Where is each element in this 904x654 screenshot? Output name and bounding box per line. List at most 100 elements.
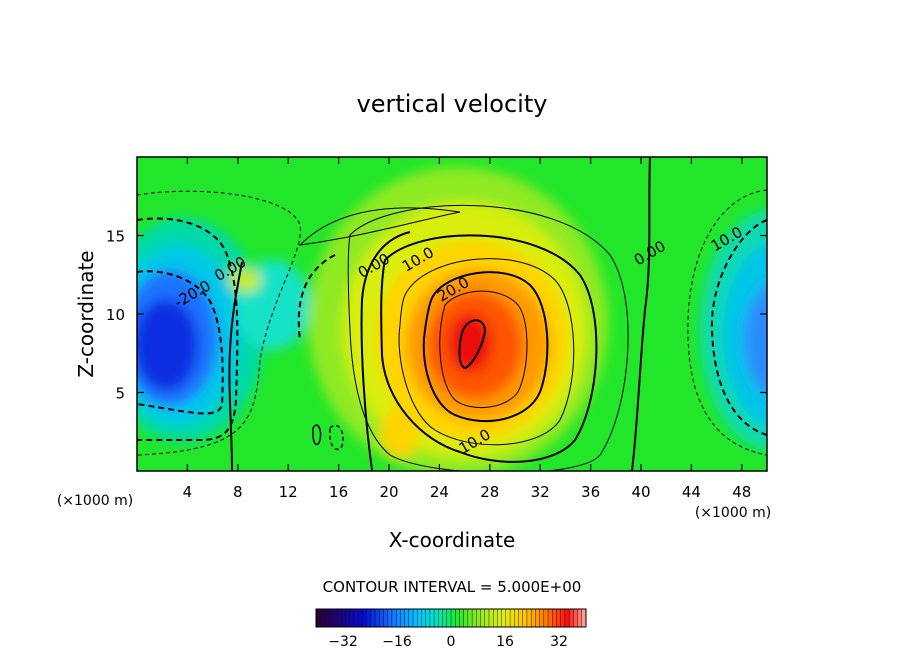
- x-tick-label: 20: [379, 483, 398, 501]
- x-tick-label: 16: [329, 483, 348, 501]
- colorbar-cell: [543, 608, 549, 628]
- contour-20: [422, 271, 549, 422]
- contour-25: [439, 290, 528, 409]
- colorbar-cell: [336, 608, 342, 628]
- colorbar-tick-label: 16: [496, 634, 514, 650]
- colorbar-cell: [438, 608, 444, 628]
- x-tick-label: 40: [631, 483, 650, 501]
- colorbar-cell: [446, 608, 452, 628]
- heatmap-area: [137, 157, 767, 471]
- colorbar-cell: [471, 608, 477, 628]
- colorbar-cell: [573, 608, 579, 628]
- contour-interval-text: CONTOUR INTERVAL = 5.000E+00: [323, 578, 582, 596]
- colorbar-cell: [450, 608, 456, 628]
- colorbar-cell: [526, 608, 532, 628]
- contour-15: [398, 258, 575, 446]
- negative-region-right-inner: [744, 285, 767, 395]
- colorbar-tick-label: 0: [447, 634, 456, 650]
- contour-neg10-left: [137, 217, 239, 441]
- colorbar-cell: [395, 608, 401, 628]
- colorbar-cell: [374, 608, 380, 628]
- colorbar-cell: [497, 608, 503, 628]
- colorbar-cell: [560, 608, 566, 628]
- x-tick-label: 44: [682, 483, 701, 501]
- y-axis: 5 10 15: [106, 228, 767, 403]
- x-tick-label: 36: [581, 483, 600, 501]
- contour-neg-mid: [297, 254, 336, 341]
- x-axis: 4 8 12 16 20 24 28 32 36 40 44 48: [183, 157, 751, 501]
- contour-5: [347, 204, 629, 471]
- colorbar-cell: [484, 608, 490, 628]
- colorbar-cell: [328, 608, 334, 628]
- colorbar-cell: [539, 608, 545, 628]
- colorbar-cell: [417, 608, 422, 628]
- chart-title: vertical velocity: [357, 90, 548, 118]
- contour-small-loop-2: [329, 424, 344, 451]
- colorbar-cell: [535, 608, 541, 628]
- colorbar-cell: [332, 608, 338, 628]
- colorbar-cell: [429, 608, 435, 628]
- colorbar-cell: [505, 608, 511, 628]
- colorbar-cell: [480, 608, 486, 628]
- colorbar: −32 −16 0 16 32: [315, 608, 587, 650]
- contour-0-right: [631, 157, 651, 471]
- x-tick-label: 48: [732, 483, 751, 501]
- colorbar-cell: [459, 608, 465, 628]
- x-tick-label: 32: [531, 483, 550, 501]
- colorbar-cell: [362, 608, 368, 628]
- colorbar-cell: [530, 608, 536, 628]
- colorbar-cell: [370, 608, 376, 628]
- colorbar-cell: [547, 608, 553, 628]
- colorbar-cell: [442, 608, 448, 628]
- contour-neg20-left: [137, 270, 224, 415]
- colorbar-cell: [577, 608, 583, 628]
- y-units-label: (×1000 m): [57, 493, 133, 509]
- colorbar-cell: [522, 608, 528, 628]
- colorbar-cell: [383, 608, 389, 628]
- colorbar-cell: [345, 608, 351, 628]
- colorbar-cell: [421, 608, 427, 628]
- colorbar-cell: [467, 608, 473, 628]
- colorbar-cell: [433, 608, 439, 628]
- colorbar-cell: [425, 608, 431, 628]
- x-units-label: (×1000 m): [695, 505, 771, 521]
- contour-upper-tongue: [298, 207, 461, 246]
- colorbar-cell: [353, 608, 359, 628]
- colorbar-cell: [391, 608, 397, 628]
- colorbar-tick-label: −32: [328, 634, 358, 650]
- x-tick-label: 12: [279, 483, 298, 501]
- colorbar-cell: [552, 608, 557, 628]
- x-axis-label: X-coordinate: [389, 528, 516, 552]
- contour-neg5-right: [687, 189, 767, 456]
- contour-0-left: [228, 261, 243, 471]
- y-axis-label: Z-coordinate: [74, 250, 98, 377]
- negative-region-left-core: [137, 299, 198, 391]
- colorbar-tick-label: −16: [382, 634, 412, 650]
- colorbar-cell: [509, 608, 515, 628]
- colorbar-cell: [412, 608, 418, 628]
- contour-30: [458, 319, 487, 370]
- colorbar-cell: [315, 608, 321, 628]
- contour-small-loop-1: [312, 424, 322, 446]
- x-tick-label: 8: [233, 483, 243, 501]
- colorbar-cell: [387, 608, 393, 628]
- colorbar-cell: [455, 608, 460, 628]
- contour-neg10-right: [710, 219, 767, 436]
- colorbar-cell: [366, 608, 372, 628]
- colorbar-cell: [400, 608, 406, 628]
- colorbar-cell: [518, 608, 524, 628]
- colorbar-tick-label: 32: [550, 634, 568, 650]
- colorbar-cell: [341, 608, 347, 628]
- colorbar-cell: [514, 608, 520, 628]
- colorbar-cell: [379, 608, 385, 628]
- colorbar-cell: [463, 608, 469, 628]
- y-tick-label: 5: [115, 385, 125, 403]
- colorbar-cell: [476, 608, 482, 628]
- colorbar-cell: [564, 608, 570, 628]
- colorbar-cell: [404, 608, 410, 628]
- colorbar-cell: [492, 608, 498, 628]
- contour-0-center: [360, 231, 411, 471]
- colorbar-cell: [556, 608, 562, 628]
- contour-neg5-left: [137, 190, 301, 456]
